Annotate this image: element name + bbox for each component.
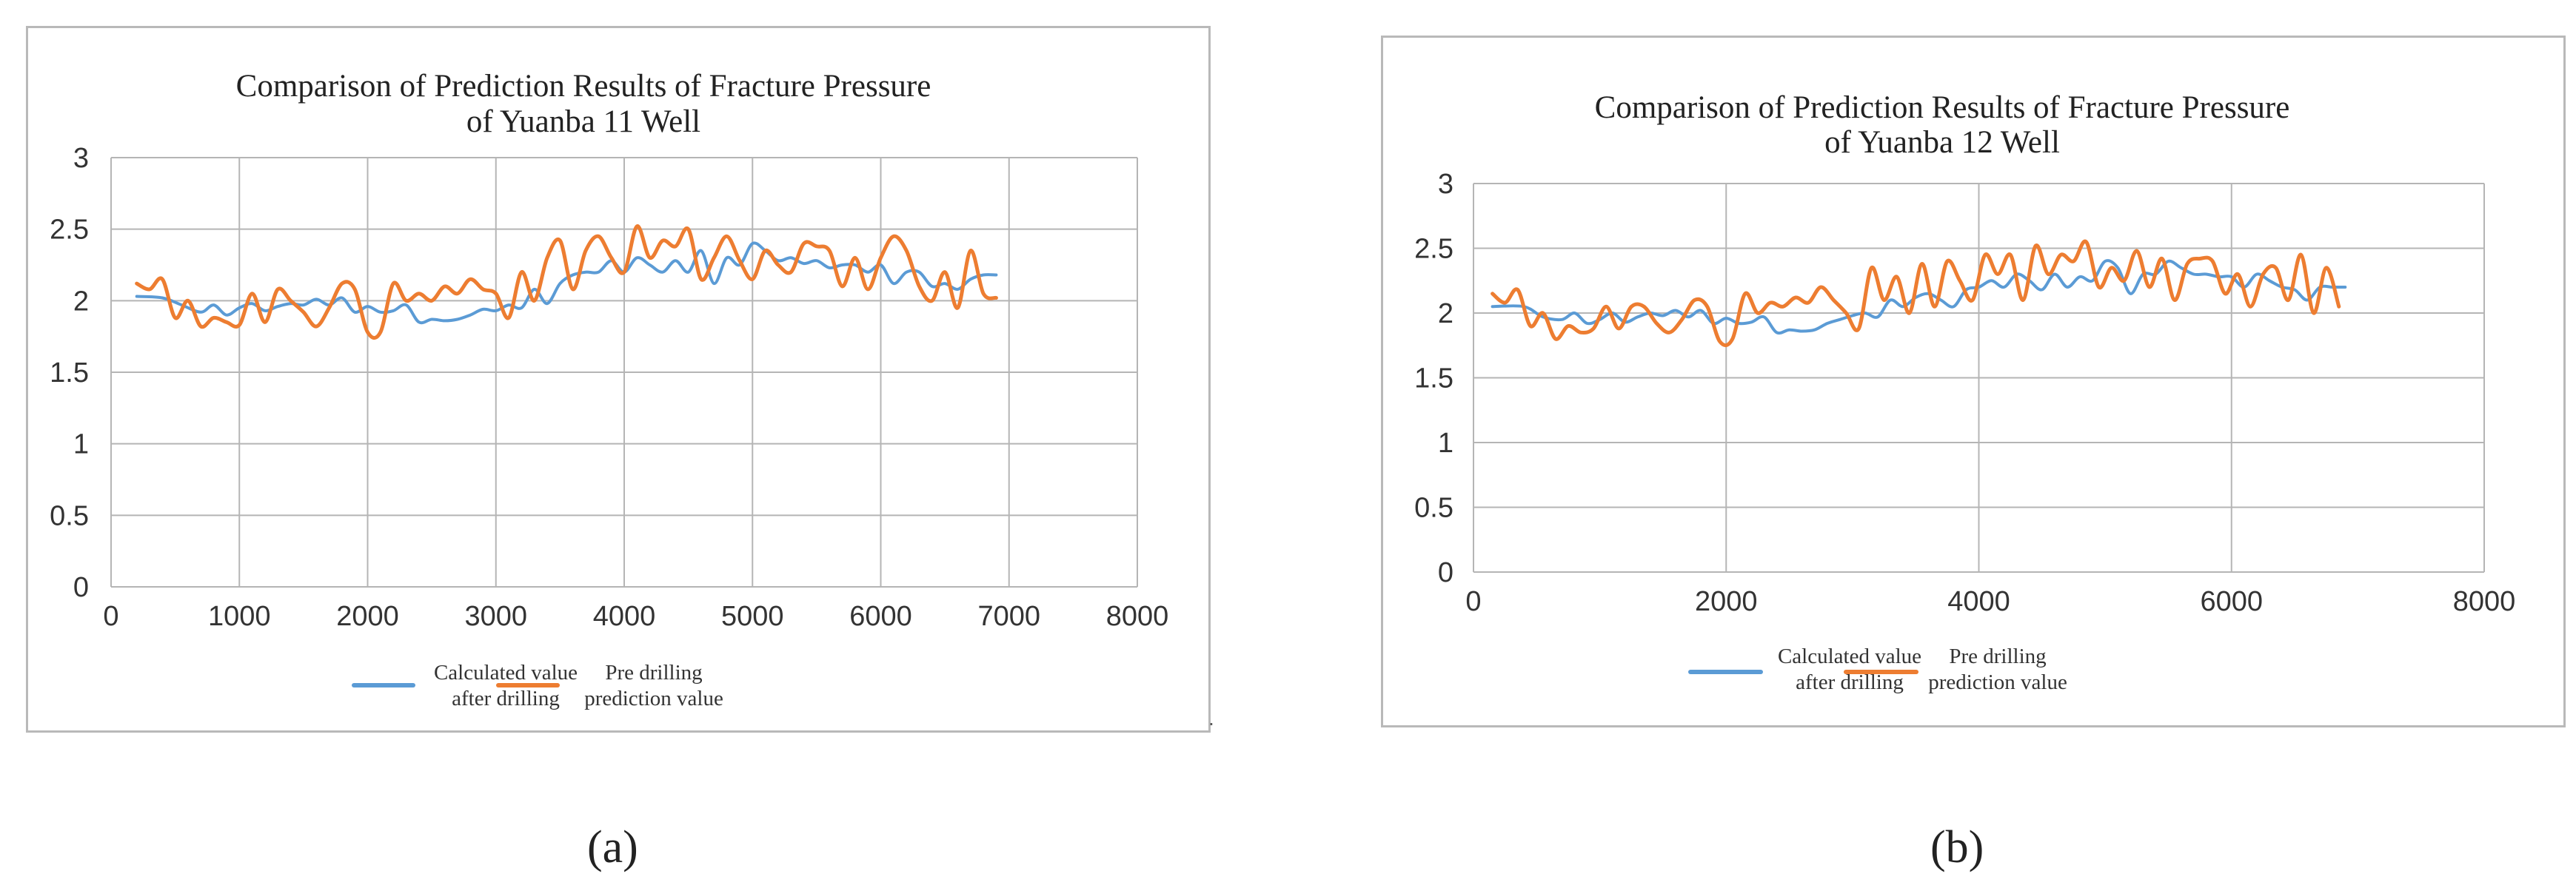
fracture-pressure-chart-a: Comparison of Prediction Results of Frac… (50, 69, 1169, 710)
legend-label: prediction value (584, 687, 723, 710)
calculated-series-line (135, 241, 998, 325)
chart-title-line: of Yuanba 12 Well (1824, 125, 2060, 160)
legend-label: Calculated value (434, 661, 578, 685)
x-tick-label: 4000 (593, 601, 656, 632)
x-tick-label: 4000 (1947, 586, 2010, 617)
y-tick-label: 1.5 (50, 357, 89, 389)
x-tick-label: 0 (1465, 586, 1481, 617)
legend-label: prediction value (1928, 670, 2067, 694)
y-tick-label: 0.5 (1414, 493, 1453, 524)
legend-label: Calculated value (1778, 645, 1921, 668)
y-tick-label: 3 (1438, 169, 1453, 200)
x-tick-label: 1000 (208, 601, 271, 632)
caption-b: (b) (1930, 822, 1984, 872)
x-tick-label: 6000 (849, 601, 912, 632)
y-tick-label: 1 (1438, 428, 1453, 459)
stray-mark: . (1208, 707, 1214, 730)
chart-title-line: Comparison of Prediction Results of Frac… (236, 69, 931, 104)
calculated-series-line (1491, 259, 2347, 335)
x-tick-label: 8000 (2453, 586, 2516, 617)
legend-label: Pre drilling (605, 661, 702, 685)
x-tick-label: 7000 (977, 601, 1040, 632)
caption-a: (a) (587, 822, 638, 872)
predicted-series-line (135, 224, 998, 340)
fracture-pressure-chart-b: Comparison of Prediction Results of Frac… (1414, 90, 2516, 694)
y-tick-label: 3 (73, 143, 89, 174)
y-tick-label: 1.5 (1414, 363, 1453, 394)
y-tick-label: 2.5 (1414, 234, 1453, 265)
x-tick-label: 0 (103, 601, 118, 632)
x-tick-label: 8000 (1106, 601, 1169, 632)
predicted-series-line (1491, 239, 2341, 348)
y-tick-label: 2.5 (50, 215, 89, 246)
x-tick-label: 2000 (1695, 586, 1758, 617)
chart-title-line: of Yuanba 11 Well (466, 104, 700, 139)
legend-label: after drilling (1796, 670, 1904, 694)
y-tick-label: 2 (73, 286, 89, 317)
y-tick-label: 2 (1438, 298, 1453, 329)
y-tick-label: 1 (73, 429, 89, 460)
x-tick-label: 3000 (464, 601, 527, 632)
y-tick-label: 0 (73, 572, 89, 603)
y-tick-label: 0.5 (50, 500, 89, 531)
y-tick-label: 0 (1438, 557, 1453, 588)
x-tick-label: 2000 (336, 601, 399, 632)
chart-panel-a: Comparison of Prediction Results of Frac… (26, 26, 1211, 733)
x-tick-label: 6000 (2200, 586, 2263, 617)
chart-title-line: Comparison of Prediction Results of Frac… (1595, 90, 2290, 125)
legend-label: after drilling (452, 687, 560, 710)
x-tick-label: 5000 (721, 601, 784, 632)
chart-panel-b: Comparison of Prediction Results of Frac… (1381, 36, 2566, 727)
legend-label: Pre drilling (1949, 645, 2046, 668)
